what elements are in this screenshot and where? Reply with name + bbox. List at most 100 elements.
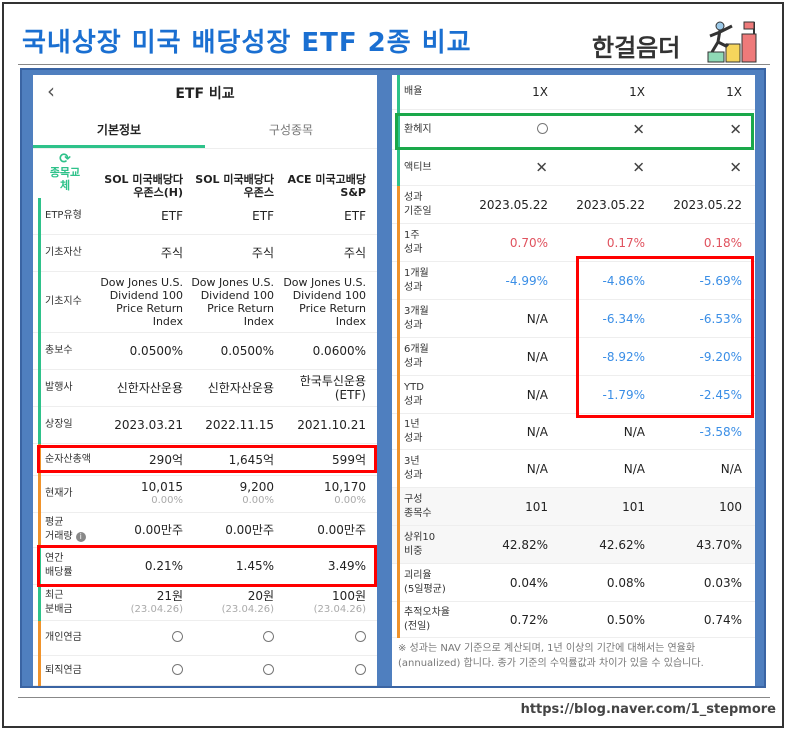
row-accent-bar	[397, 450, 400, 488]
cell-value: 주식	[251, 246, 274, 260]
cell-value: N/A	[526, 349, 548, 364]
info-icon[interactable]: i	[75, 532, 86, 542]
cell-value: -6.53%	[699, 311, 742, 326]
table-row: 성과 기준일 2023.05.22 2023.05.22 2023.05.22	[392, 186, 755, 224]
table-cell: -5.69%	[642, 274, 742, 288]
row-label: 추적오차율 (전일)	[404, 606, 450, 632]
cell-value: ETF	[344, 209, 366, 223]
table-row: 6개월 성과 N/A -8.92% -9.20%	[392, 338, 755, 376]
row-accent-bar	[397, 186, 400, 224]
table-cell: 10,015 0.00%	[93, 480, 183, 508]
row-accent-bar	[397, 338, 400, 376]
table-row: 현재가 10,015 0.00% 9,200 0.00% 10,170 0.00%	[33, 476, 377, 513]
fund-header[interactable]: SOL 미국배당다우존스(H)	[104, 173, 183, 199]
cell-value: N/A	[526, 424, 548, 439]
cell-value: -3.58%	[699, 424, 742, 439]
cell-value: 0.0500%	[129, 344, 183, 358]
table-cell: 2022.11.15	[184, 418, 274, 432]
table-row: 3개월 성과 N/A -6.34% -6.53%	[392, 300, 755, 338]
cell-value: N/A	[526, 387, 548, 402]
table-cell: ETF	[184, 209, 274, 223]
table-cell: 주식	[184, 246, 274, 260]
highlight-net-assets	[37, 445, 377, 473]
cross-icon: ✕	[729, 158, 742, 176]
row-accent-bar	[38, 407, 41, 444]
row-accent-bar	[38, 621, 41, 656]
cell-value: 0.00만주	[317, 523, 366, 537]
table-cell: Dow Jones U.S. Dividend 100 Price Return…	[184, 276, 274, 328]
row-label: 현재가	[45, 488, 73, 499]
table-row: YTD 성과 N/A -1.79% -2.45%	[392, 376, 755, 414]
table-cell	[276, 631, 366, 645]
etf-compare-detail-panel: 배율 1X 1X 1X 환헤지 ✕ ✕ 액티브 ✕ ✕ ✕ 성과 기준일 2023.05.22 2023.0…	[392, 75, 755, 686]
cell-value: 9,200	[239, 480, 274, 494]
row-label: 연간 배당률	[45, 553, 73, 578]
footer-url[interactable]: https://blog.naver.com/1_stepmore	[520, 702, 776, 717]
table-cell: 0.17%	[545, 236, 645, 250]
table-cell: -6.34%	[545, 312, 645, 326]
row-accent-bar	[397, 488, 400, 526]
tab-holdings[interactable]: 구성종목	[268, 123, 314, 137]
row-accent-bar	[397, 150, 400, 186]
table-cell: 0.50%	[545, 613, 645, 627]
cell-value: N/A	[526, 311, 548, 326]
row-label: 1주 성과	[404, 229, 423, 255]
table-cell: 신한자산운용	[184, 381, 274, 395]
cell-value: -2.45%	[699, 387, 742, 402]
chevron-left-icon[interactable]: ‹	[47, 79, 55, 103]
swap-funds-button[interactable]: ⟳ 종목교체	[37, 152, 93, 192]
table-row: 구성 종목수 101 101 100	[392, 488, 755, 526]
row-label: 성과 기준일	[404, 191, 432, 217]
highlight-currency-hedge	[395, 113, 754, 150]
row-accent-bar	[397, 300, 400, 338]
cell-value: 100원	[332, 588, 366, 603]
table-cell: 0.21%	[93, 559, 183, 573]
cell-subvalue: 0.00%	[151, 495, 183, 506]
table-cell: ETF	[276, 209, 366, 223]
table-cell: 1X	[448, 85, 548, 99]
table-cell: 21원 (23.04.26)	[93, 589, 183, 617]
table-cell: ✕	[545, 122, 645, 137]
table-cell: 0.00만주	[184, 523, 274, 537]
fund-header[interactable]: ACE 미국고배당S&P	[287, 173, 366, 199]
cell-value: 0.03%	[703, 575, 742, 590]
table-row: 총보수 0.0500% 0.0500% 0.0600%	[33, 333, 377, 370]
table-cell: 1X	[642, 85, 742, 99]
table-cell: -3.58%	[642, 425, 742, 439]
table-cell: 0.0500%	[93, 344, 183, 358]
table-cell: 0.74%	[642, 613, 742, 627]
cell-value: 0.08%	[606, 575, 645, 590]
table-cell: -6.53%	[642, 312, 742, 326]
row-label: 3년 성과	[404, 455, 423, 481]
row-accent-bar	[38, 585, 41, 621]
cell-value: 10,015	[141, 480, 183, 494]
cell-value: 0.72%	[509, 612, 548, 627]
cell-value: -4.99%	[505, 273, 548, 288]
cell-value: 100	[719, 499, 742, 514]
row-label: 순자산총액	[45, 453, 91, 465]
table-row: 액티브 ✕ ✕ ✕	[392, 150, 755, 186]
cell-value: 1X	[532, 85, 548, 99]
table-cell: 0.04%	[448, 576, 548, 590]
row-label: 환헤지	[404, 123, 432, 135]
cell-value: 신한자산운용	[207, 381, 274, 395]
row-label: 1개월 성과	[404, 267, 429, 293]
table-cell: 0.0500%	[184, 344, 274, 358]
table-cell: -4.86%	[545, 274, 645, 288]
row-label: 총보수	[45, 345, 73, 356]
row-accent-bar	[38, 235, 41, 272]
table-cell	[276, 663, 366, 678]
cell-value: 101	[622, 499, 645, 514]
tab-basic-info[interactable]: 기본정보	[96, 123, 142, 137]
row-accent-bar	[397, 376, 400, 414]
cell-value: 0.04%	[509, 575, 548, 590]
cell-value: ETF	[161, 209, 183, 223]
table-cell: ✕	[642, 122, 742, 137]
row-label: 액티브	[404, 161, 432, 173]
cell-value: 2021.10.21	[297, 418, 366, 432]
table-row: ETP유형 ETF ETF ETF	[33, 198, 377, 235]
fund-header[interactable]: SOL 미국배당다우존스	[195, 173, 274, 199]
row-accent-bar	[397, 110, 400, 150]
table-cell: -9.20%	[642, 350, 742, 364]
table-row: 순자산총액 290억 1,645억 599억	[33, 444, 377, 476]
